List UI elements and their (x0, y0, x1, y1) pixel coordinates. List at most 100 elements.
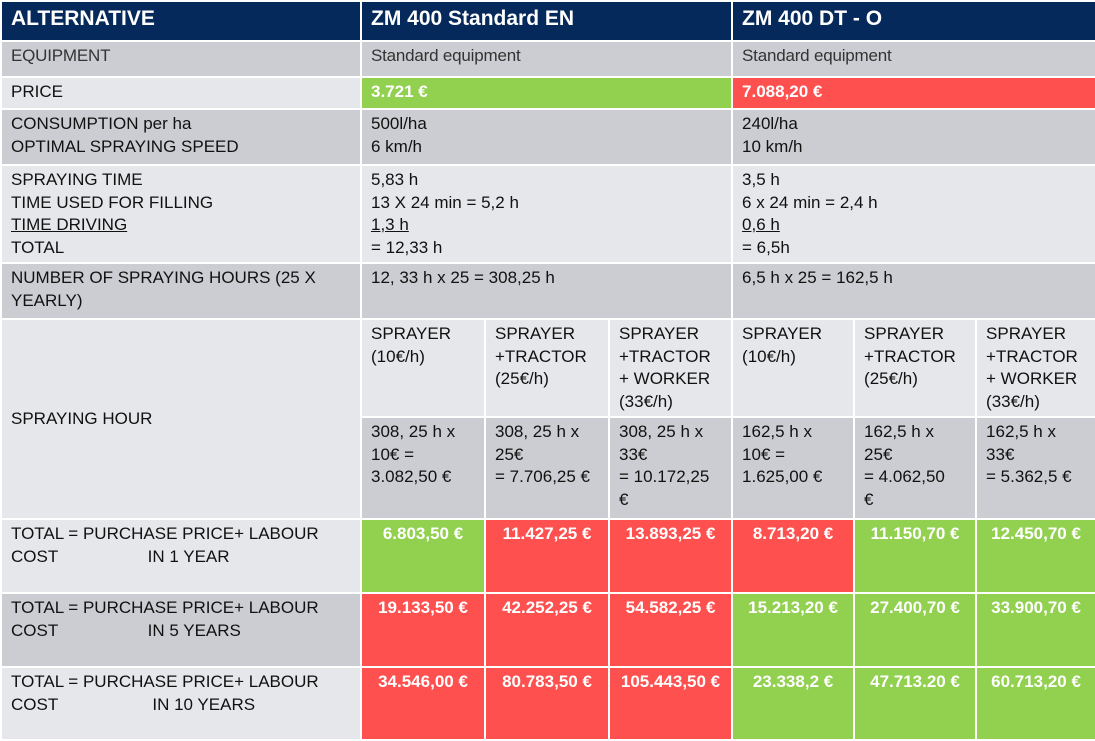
line: = 10.172,25 (619, 467, 710, 486)
line: 33€ (986, 444, 1015, 464)
total-value: 13.893,25 € (607, 518, 734, 594)
header-alternative: ALTERNATIVE (0, 0, 362, 42)
line: € (619, 489, 629, 509)
hours-row: NUMBER OF SPRAYING HOURS (25 X YEARLY) 1… (0, 262, 1095, 320)
driving-time-label: TIME DRIVING (11, 215, 128, 234)
line: + WORKER (986, 369, 1078, 388)
time-label: SPRAYING TIME TIME USED FOR FILLING TIME D… (0, 164, 362, 264)
equipment-label: EQUIPMENT (0, 40, 362, 78)
total-value: 47.713.20 € (853, 666, 978, 741)
total-time-label: TOTAL (11, 237, 65, 257)
line: SPRAYER (371, 324, 451, 343)
total-label: TOTAL = PURCHASE PRICE+ LABOUR COST IN 1 … (0, 518, 362, 594)
spraying-time-label: SPRAYING TIME (11, 170, 143, 189)
spraying-option-5: SPRAYER +TRACTOR + WORKER (33€/h) (975, 318, 1095, 418)
consumption-label: CONSUMPTION per ha OPTIMAL SPRAYING SPEED (0, 108, 362, 166)
time-b-2: 6 x 24 min = 2,4 h (742, 192, 878, 212)
line: 25€ (864, 444, 893, 464)
price-b: 7.088,20 € (731, 76, 1095, 110)
time-a: 5,83 h 13 X 24 min = 5,2 h 1,3 h = 12,33 h (359, 164, 734, 264)
speed-b: 10 km/h (742, 136, 803, 156)
spraying-hour-options-row: SPRAYING HOUR SPRAYER (10€/h) SPRAYER +TRAC… (0, 318, 1095, 520)
line: 162,5 h x (986, 422, 1056, 441)
line: (33€/h) (619, 391, 673, 411)
spraying-option-1: SPRAYER +TRACTOR (25€/h) (484, 318, 610, 418)
consumption-b: 240l/ha 10 km/h (731, 108, 1095, 166)
line: + WORKER (619, 369, 711, 388)
line: (10€/h) (742, 346, 796, 366)
consumption-a: 500l/ha 6 km/h (359, 108, 734, 166)
line: (25€/h) (864, 369, 918, 388)
total-value: 80.783,50 € (484, 666, 610, 741)
spraying-calc-3: 162,5 h x 10€ = 1.625,00 € (731, 416, 856, 520)
spraying-hour-calc-row: 308, 25 h x 10€ = 3.082,50 € 308, 25 h x 25€… (1, 416, 1095, 520)
consumption-row: CONSUMPTION per ha OPTIMAL SPRAYING SPEED… (0, 108, 1095, 166)
price-a: 3.721 € (359, 76, 734, 110)
line: SPRAYER (742, 324, 823, 343)
time-a-4: = 12,33 h (371, 237, 443, 257)
total-label-line: COST IN 5 YEARS (11, 620, 241, 640)
line: = 7.706,25 € (495, 467, 591, 486)
total-value: 12.450,70 € (975, 518, 1095, 594)
total-row-1y: TOTAL = PURCHASE PRICE+ LABOUR COST IN 1 … (0, 518, 1095, 594)
line: = 5.362,5 € (986, 467, 1072, 486)
spraying-calc-2: 308, 25 h x 33€ = 10.172,25 € (607, 416, 734, 520)
line: +TRACTOR (619, 346, 711, 366)
total-value: 19.133,50 € (360, 592, 486, 668)
line: 3.082,50 € (371, 467, 452, 486)
hours-b: 6,5 h x 25 = 162,5 h (731, 262, 1095, 320)
total-value: 54.582,25 € (607, 592, 734, 668)
time-a-2: 13 X 24 min = 5,2 h (371, 192, 519, 212)
line: (25€/h) (495, 369, 549, 388)
spraying-calc-5: 162,5 h x 33€ = 5.362,5 € (975, 416, 1095, 520)
total-value: 11.150,70 € (853, 518, 978, 594)
spraying-calc-4: 162,5 h x 25€ = 4.062,50 € (853, 416, 978, 520)
line: € (864, 489, 874, 509)
consumption-b-1: 240l/ha (742, 114, 798, 133)
total-value: 27.400,70 € (853, 592, 978, 668)
line: +TRACTOR (495, 346, 587, 366)
line: +TRACTOR (986, 346, 1078, 366)
total-label-line: TOTAL = PURCHASE PRICE+ LABOUR (11, 598, 319, 617)
spraying-calc-1: 308, 25 h x 25€ = 7.706,25 € (484, 416, 610, 520)
spraying-option-0: SPRAYER (10€/h) (360, 318, 486, 418)
spraying-option-2: SPRAYER +TRACTOR + WORKER (33€/h) (607, 318, 734, 418)
equipment-a: Standard equipment (359, 40, 734, 78)
line: = 4.062,50 (864, 467, 945, 486)
total-label-line: COST IN 10 YEARS (11, 694, 256, 714)
total-value: 105.443,50 € (607, 666, 734, 741)
total-label-line: TOTAL = PURCHASE PRICE+ LABOUR (11, 524, 319, 543)
filling-time-label: TIME USED FOR FILLING (11, 192, 214, 212)
line: 308, 25 h x (619, 422, 704, 441)
consumption-a-1: 500l/ha (371, 114, 427, 133)
line: (10€/h) (371, 346, 425, 366)
price-label: PRICE (0, 76, 362, 110)
line: SPRAYER (986, 324, 1067, 343)
spraying-option-4: SPRAYER +TRACTOR (25€/h) (853, 318, 978, 418)
total-row-10y: TOTAL = PURCHASE PRICE+ LABOUR COST IN 10… (0, 666, 1095, 741)
equipment-row: EQUIPMENT Standard equipment Standard eq… (0, 40, 1095, 78)
total-value: 33.900,70 € (975, 592, 1095, 668)
speed-label: OPTIMAL SPRAYING SPEED (11, 136, 239, 156)
time-a-1: 5,83 h (371, 170, 419, 189)
total-value: 34.546,00 € (360, 666, 486, 741)
line: 10€ = (371, 444, 415, 464)
hours-label: NUMBER OF SPRAYING HOURS (25 X YEARLY) (0, 262, 362, 320)
line: (33€/h) (986, 391, 1040, 411)
total-value: 11.427,25 € (484, 518, 610, 594)
line: 33€ (619, 444, 648, 464)
line: 162,5 h x (864, 422, 934, 441)
spraying-hour-label: SPRAYING HOUR (0, 318, 362, 520)
header-zm400-standard: ZM 400 Standard EN (359, 0, 734, 42)
total-label-line: TOTAL = PURCHASE PRICE+ LABOUR (11, 672, 319, 691)
speed-a: 6 km/h (371, 136, 423, 156)
line: 308, 25 h x (371, 422, 456, 441)
line: 25€ (495, 444, 524, 464)
total-label-line: COST IN 1 YEAR (11, 546, 230, 566)
line: SPRAYER (864, 324, 945, 343)
header-zm400-dt: ZM 400 DT - O (731, 0, 1095, 42)
total-value: 6.803,50 € (360, 518, 486, 594)
time-b-3: 0,6 h (742, 215, 780, 234)
spraying-calc-0: 308, 25 h x 10€ = 3.082,50 € (360, 416, 486, 520)
